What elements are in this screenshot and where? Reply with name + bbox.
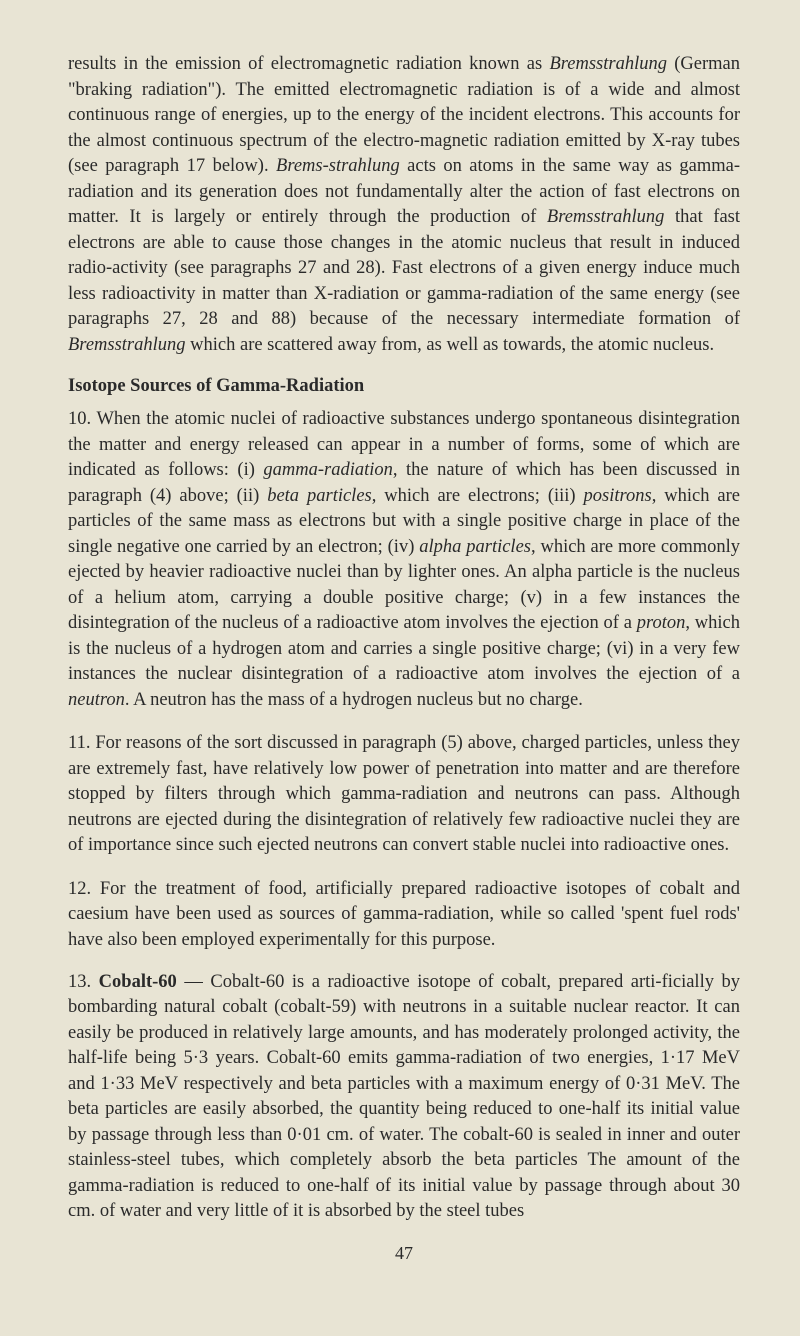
- paragraph-13: 13. Cobalt-60 — Cobalt-60 is a radioacti…: [68, 970, 740, 1225]
- paragraph-11: 11. For reasons of the sort discussed in…: [68, 731, 740, 859]
- paragraph-continuation: results in the emission of electromagnet…: [68, 52, 740, 358]
- page-number: 47: [68, 1243, 740, 1264]
- document-page: results in the emission of electromagnet…: [0, 0, 800, 1336]
- paragraph-12: 12. For the treatment of food, artificia…: [68, 877, 740, 954]
- paragraph-10: 10. When the atomic nuclei of radioactiv…: [68, 407, 740, 713]
- section-heading-isotope-sources: Isotope Sources of Gamma-Radiation: [68, 376, 740, 397]
